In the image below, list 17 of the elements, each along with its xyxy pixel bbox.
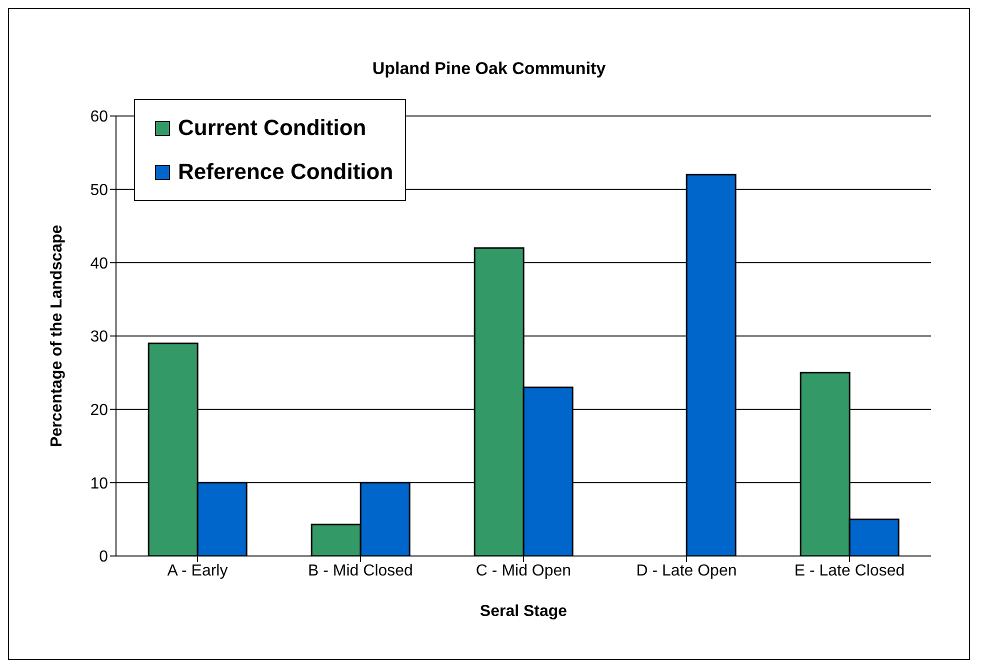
x-tick-label: D - Late Open [636, 562, 737, 580]
y-tick-label: 10 [90, 475, 108, 492]
x-tick-label: B - Mid Closed [308, 562, 413, 580]
y-tick-label: 30 [90, 328, 108, 346]
y-axis-title: Percentage of the Landscape [48, 224, 66, 448]
x-tick-label: E - Late Closed [794, 562, 905, 580]
chart-title: Upland Pine Oak Community [371, 59, 607, 79]
x-axis-title: Seral Stage [480, 603, 568, 620]
x-tick-label: C - Mid Open [476, 562, 572, 580]
y-tick-label: 60 [90, 108, 108, 126]
legend-label: Reference Condition [178, 158, 394, 186]
y-tick-label: 50 [90, 182, 108, 200]
legend-label: Current Condition [178, 114, 366, 142]
y-tick-label: 40 [90, 255, 108, 272]
y-tick-label: 0 [99, 548, 108, 566]
y-tick-label: 20 [90, 402, 108, 420]
x-tick-label: A - Early [167, 562, 228, 580]
